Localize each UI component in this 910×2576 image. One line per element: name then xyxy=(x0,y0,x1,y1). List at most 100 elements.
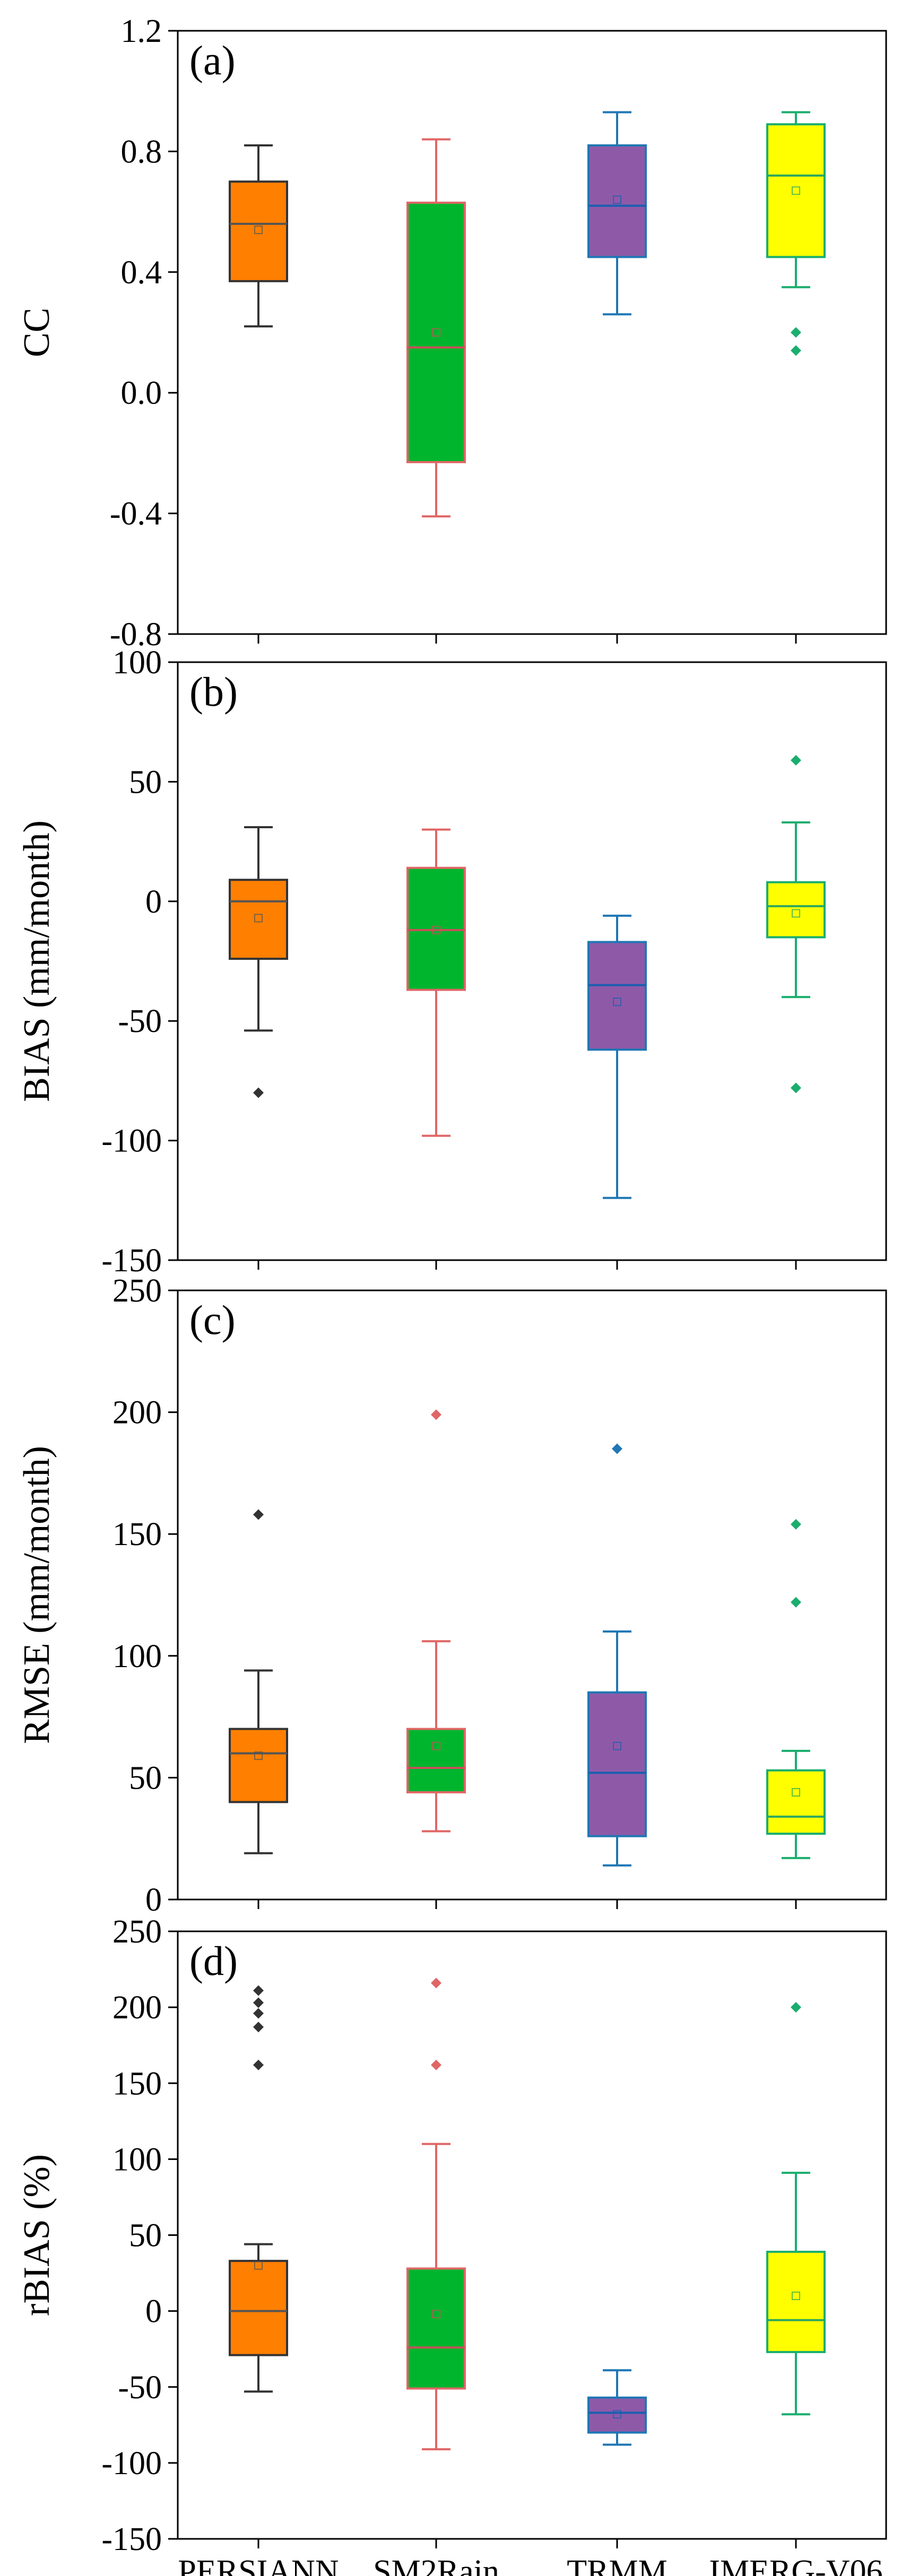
iqr-box xyxy=(587,144,647,258)
mean-marker xyxy=(792,909,800,918)
outlier-point xyxy=(791,1597,801,1608)
y-tick-label: 50 xyxy=(129,764,162,800)
y-tick-label: 0 xyxy=(145,884,162,920)
plot-frame xyxy=(177,1930,887,2540)
outlier-point xyxy=(253,2022,264,2033)
outlier-point xyxy=(612,1443,622,1454)
outlier-point xyxy=(253,1997,264,2008)
y-tick-label: 1.2 xyxy=(121,13,162,49)
box-sm2rain xyxy=(406,138,466,518)
outlier-point xyxy=(431,1977,441,1989)
iqr-box xyxy=(229,1728,288,1803)
y-tick-label: 200 xyxy=(112,1990,162,2026)
y-tick-label: -100 xyxy=(101,2445,162,2482)
outlier-point xyxy=(253,1509,264,1520)
y-tick-label: -0.4 xyxy=(110,496,162,532)
box-trmm xyxy=(587,2369,647,2446)
iqr-box xyxy=(766,2250,826,2353)
outlier-point xyxy=(253,1985,264,1996)
panel-a: 1.2 0.8 0.4 0.0 -0.4 -0.8 CC (a) xyxy=(16,13,887,653)
y-tick-label: 0.8 xyxy=(121,134,162,170)
plot-frame xyxy=(177,30,887,635)
y-tick-label: -0.8 xyxy=(110,617,162,653)
y-tick-label: 0.4 xyxy=(121,255,162,291)
box-imerg-v06 xyxy=(766,111,826,356)
y-tick-label: 50 xyxy=(129,2218,162,2254)
outlier-point xyxy=(791,327,801,338)
plot-frame xyxy=(177,661,887,1261)
iqr-box xyxy=(229,180,288,282)
iqr-box xyxy=(406,1728,466,1793)
panel-label: (d) xyxy=(189,1938,238,1984)
box-sm2rain xyxy=(406,1977,466,2451)
panel-label: (c) xyxy=(189,1297,236,1343)
outlier-point xyxy=(253,2008,264,2019)
mean-marker xyxy=(613,195,621,204)
box-imerg-v06 xyxy=(766,754,826,1094)
x-category-label: SM2Rain xyxy=(373,2554,499,2576)
iqr-box xyxy=(229,2260,288,2356)
iqr-box xyxy=(766,123,826,258)
y-axis-title: BIAS (mm/month) xyxy=(16,820,57,1102)
box-persiann xyxy=(229,1985,288,2393)
box-sm2rain xyxy=(406,1409,466,1833)
y-tick-label: 250 xyxy=(112,1914,162,1950)
outlier-point xyxy=(431,1409,441,1420)
iqr-box xyxy=(587,2396,647,2434)
box-persiann xyxy=(229,826,288,1098)
y-tick-label: 100 xyxy=(112,1638,162,1675)
x-category-label: IMERG-V06 xyxy=(709,2554,882,2576)
y-axis-title: RMSE (mm/month) xyxy=(16,1446,57,1744)
y-tick-label: 0.0 xyxy=(121,375,162,411)
y-tick-label: 150 xyxy=(112,2066,162,2102)
box-trmm xyxy=(587,111,647,316)
outlier-point xyxy=(431,2059,441,2070)
box-sm2rain xyxy=(406,828,466,1137)
mean-marker xyxy=(792,1788,800,1797)
y-tick-label: 150 xyxy=(112,1516,162,1552)
box-imerg-v06 xyxy=(766,1519,826,1859)
y-tick-label: -150 xyxy=(101,1243,162,1279)
mean-marker xyxy=(432,1741,440,1750)
box-trmm xyxy=(587,1443,647,1867)
iqr-box xyxy=(406,2267,466,2390)
outlier-point xyxy=(791,345,801,356)
y-tick-label: -150 xyxy=(101,2521,162,2557)
outlier-point xyxy=(253,1087,264,1098)
mean-marker xyxy=(254,1751,263,1760)
y-axis-title: rBIAS (%) xyxy=(16,2154,57,2316)
mean-marker xyxy=(254,225,263,235)
panel-b: 100 50 0 -50 -100 -150 BIAS (mm/month) (b) xyxy=(16,645,887,1279)
iqr-box xyxy=(406,866,466,991)
outlier-point xyxy=(791,1519,801,1530)
y-tick-label: 200 xyxy=(112,1395,162,1431)
mean-marker xyxy=(792,2292,800,2300)
iqr-box xyxy=(766,881,826,939)
y-tick-label: 100 xyxy=(112,645,162,681)
mean-marker xyxy=(613,1741,621,1750)
panel-label: (a) xyxy=(189,37,236,83)
iqr-box xyxy=(766,1769,826,1835)
y-tick-label: 250 xyxy=(112,1273,162,1309)
mean-marker xyxy=(432,925,440,934)
panel-c: 250 200 150 100 50 0 RMSE (mm/month) (c) xyxy=(16,1273,887,1918)
box-imerg-v06 xyxy=(766,2002,826,2416)
outlier-point xyxy=(791,754,801,766)
y-tick-label: 100 xyxy=(112,2141,162,2178)
box-trmm xyxy=(587,914,647,1199)
iqr-box xyxy=(229,879,288,960)
y-tick-label: -50 xyxy=(118,1003,162,1039)
iqr-box xyxy=(587,941,647,1051)
y-tick-label: -100 xyxy=(101,1123,162,1159)
mean-marker xyxy=(792,186,800,195)
outlier-point xyxy=(791,2002,801,2013)
y-tick-label: 50 xyxy=(129,1760,162,1796)
y-tick-label: 0 xyxy=(145,2294,162,2330)
mean-marker xyxy=(432,2310,440,2319)
y-tick-label: -50 xyxy=(118,2370,162,2406)
panel-label: (b) xyxy=(189,669,238,715)
y-axis-title: CC xyxy=(16,308,57,357)
mean-marker xyxy=(432,328,440,337)
x-category-label: TRMM xyxy=(567,2554,667,2576)
